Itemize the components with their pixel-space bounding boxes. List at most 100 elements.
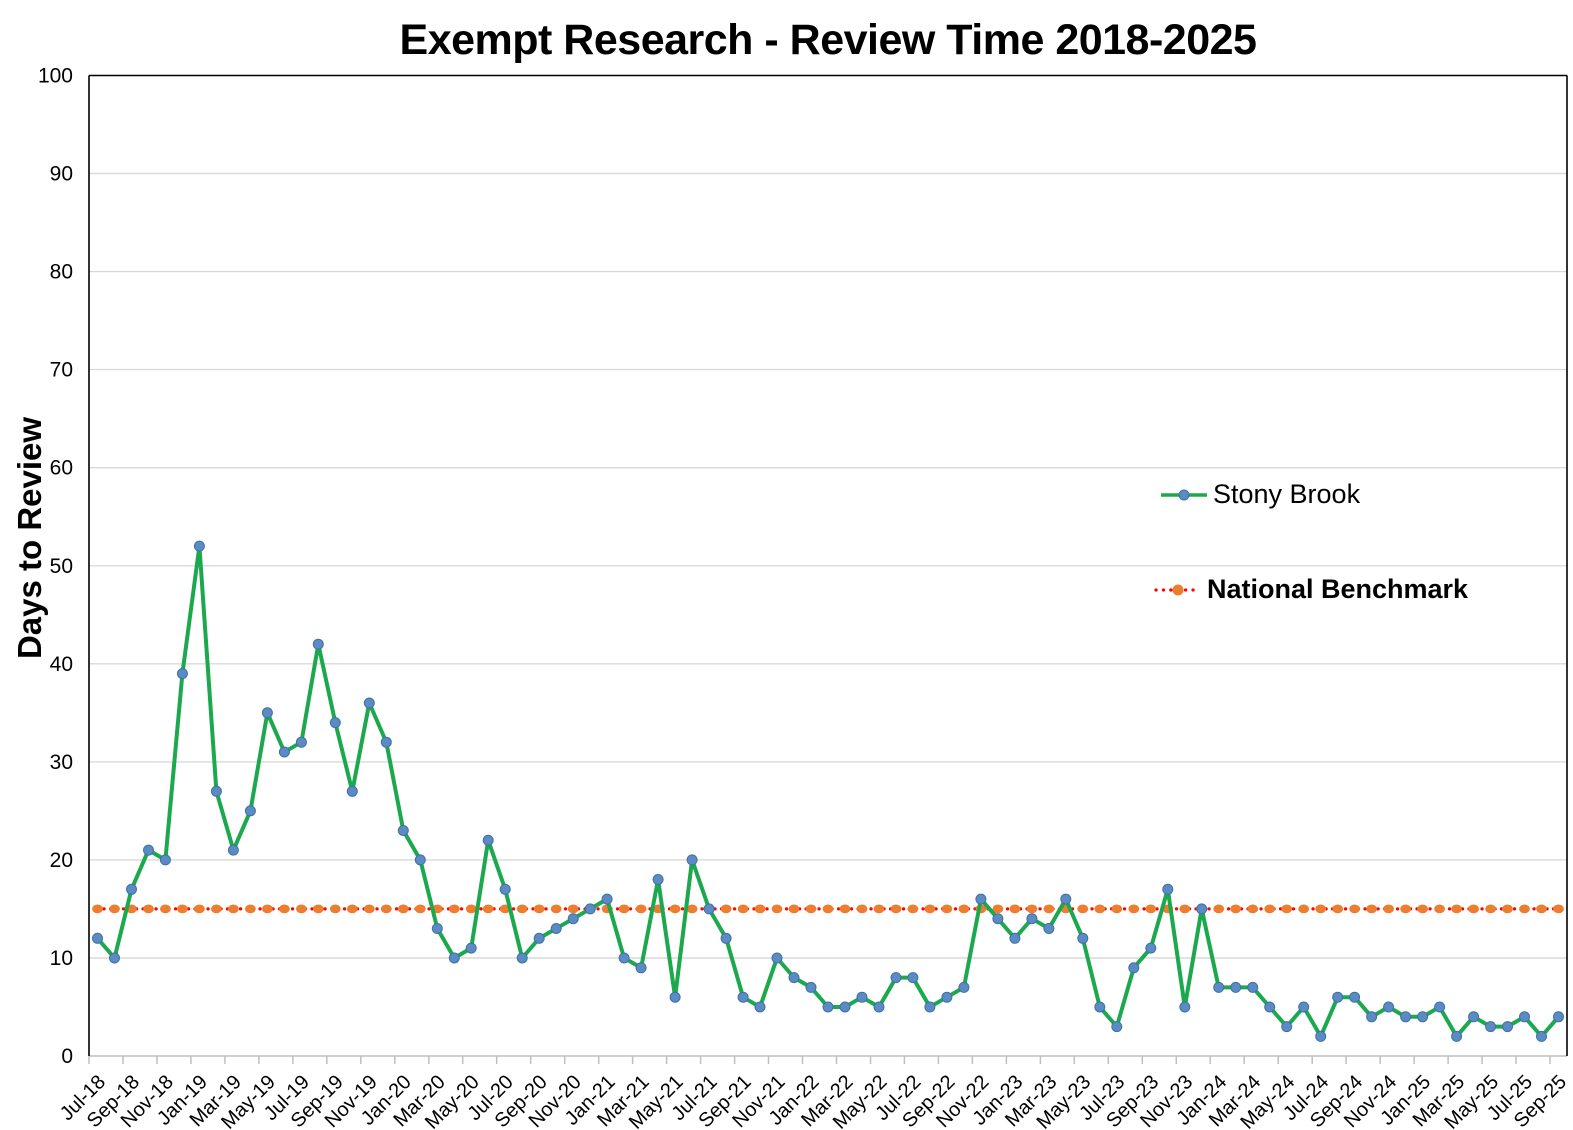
y-tick-label: 10 — [50, 947, 73, 970]
stony-brook-data-point — [1553, 1011, 1564, 1023]
benchmark-marker — [941, 904, 953, 914]
y-tick-label: 50 — [50, 555, 73, 578]
benchmark-marker — [1383, 904, 1394, 914]
legend-item-national-benchmark: National Benchmark — [1154, 576, 1468, 603]
benchmark-marker — [1451, 904, 1462, 914]
stony-brook-data-point — [890, 972, 902, 984]
benchmark-marker — [211, 904, 222, 914]
stony-brook-data-point — [176, 668, 188, 680]
benchmark-marker — [1417, 904, 1428, 914]
stony-brook-data-point — [601, 893, 613, 905]
stony-brook-data-point — [159, 854, 171, 866]
stony-brook-data-point — [720, 932, 732, 944]
stony-brook-line-marker-icon — [1160, 481, 1208, 508]
stony-brook-data-point — [992, 913, 1004, 925]
stony-brook-data-point — [533, 932, 545, 944]
stony-brook-data-point — [1026, 913, 1038, 925]
stony-brook-data-point — [363, 697, 375, 709]
stony-brook-data-point — [1451, 1030, 1463, 1042]
stony-brook-data-point — [312, 638, 324, 650]
y-tick-label: 30 — [50, 751, 73, 774]
benchmark-marker — [1094, 904, 1106, 914]
benchmark-marker — [1213, 904, 1225, 914]
benchmark-marker — [397, 904, 409, 914]
benchmark-marker — [1553, 904, 1564, 914]
stony-brook-data-point — [1366, 1011, 1378, 1023]
stony-brook-data-point — [1519, 1011, 1530, 1023]
stony-brook-data-point — [516, 952, 528, 964]
stony-brook-data-point — [448, 952, 460, 964]
benchmark-marker — [516, 904, 528, 914]
legend-label-national-benchmark: National Benchmark — [1207, 574, 1469, 604]
benchmark-marker — [1315, 904, 1327, 914]
stony-brook-data-point — [1213, 981, 1225, 993]
benchmark-marker — [1502, 904, 1513, 914]
stony-brook-data-point — [1485, 1021, 1497, 1033]
stony-brook-data-point — [975, 893, 987, 905]
stony-brook-data-point — [1179, 1001, 1191, 1013]
stony-brook-data-point — [1111, 1021, 1123, 1033]
benchmark-marker — [669, 904, 681, 914]
benchmark-marker — [1264, 904, 1276, 914]
benchmark-marker — [1298, 904, 1310, 914]
stony-brook-data-point — [635, 962, 647, 974]
stony-brook-data-point — [1502, 1021, 1513, 1033]
stony-brook-data-point — [126, 883, 137, 895]
benchmark-marker — [1366, 904, 1377, 914]
benchmark-marker — [754, 904, 766, 914]
stony-brook-data-point — [1196, 903, 1208, 915]
benchmark-dotted-marker-icon — [1154, 576, 1202, 603]
benchmark-marker — [1519, 904, 1530, 914]
benchmark-marker — [414, 904, 426, 914]
benchmark-marker — [245, 904, 256, 914]
stony-brook-data-point — [958, 981, 970, 993]
stony-brook-data-point — [1383, 1001, 1395, 1013]
stony-brook-data-point — [669, 991, 681, 1003]
stony-brook-data-point — [703, 903, 715, 915]
benchmark-marker — [805, 904, 817, 914]
stony-brook-data-point — [92, 932, 103, 944]
stony-brook-data-point — [397, 825, 409, 836]
benchmark-marker — [1043, 904, 1055, 914]
benchmark-marker — [533, 904, 545, 914]
benchmark-marker — [1485, 904, 1496, 914]
benchmark-marker — [143, 904, 154, 914]
stony-brook-data-point — [414, 854, 426, 866]
stony-brook-data-point — [1281, 1021, 1293, 1033]
stony-brook-data-point — [1298, 1001, 1310, 1013]
stony-brook-data-point — [1315, 1030, 1327, 1042]
benchmark-marker — [194, 904, 205, 914]
benchmark-marker — [567, 904, 579, 914]
stony-brook-data-point — [1400, 1011, 1412, 1023]
benchmark-marker — [1145, 904, 1157, 914]
stony-brook-data-point — [431, 923, 443, 934]
stony-brook-data-point — [244, 805, 256, 817]
stony-brook-data-point — [329, 717, 341, 729]
benchmark-marker — [924, 904, 936, 914]
y-tick-label: 20 — [50, 849, 73, 872]
benchmark-marker — [550, 904, 562, 914]
stony-brook-data-point — [1094, 1001, 1106, 1013]
stony-brook-data-point — [1162, 883, 1174, 895]
stony-brook-data-point — [1077, 932, 1089, 944]
legend-item-stony-brook: Stony Brook — [1160, 481, 1360, 508]
benchmark-marker — [346, 904, 358, 914]
stony-brook-data-point — [924, 1001, 936, 1013]
benchmark-marker — [380, 904, 392, 914]
stony-brook-data-point — [788, 972, 800, 984]
benchmark-marker — [262, 904, 273, 914]
stony-brook-data-point — [1230, 981, 1242, 993]
stony-brook-data-point — [1145, 942, 1157, 954]
benchmark-marker — [1332, 904, 1344, 914]
benchmark-marker — [1128, 904, 1140, 914]
benchmark-marker — [465, 904, 477, 914]
benchmark-marker — [1230, 904, 1242, 914]
benchmark-marker — [448, 904, 460, 914]
stony-brook-data-point — [771, 952, 783, 964]
stony-brook-data-point — [754, 1001, 766, 1013]
stony-brook-data-point — [109, 952, 120, 964]
stony-brook-data-point — [1043, 923, 1055, 934]
benchmark-marker — [839, 904, 851, 914]
